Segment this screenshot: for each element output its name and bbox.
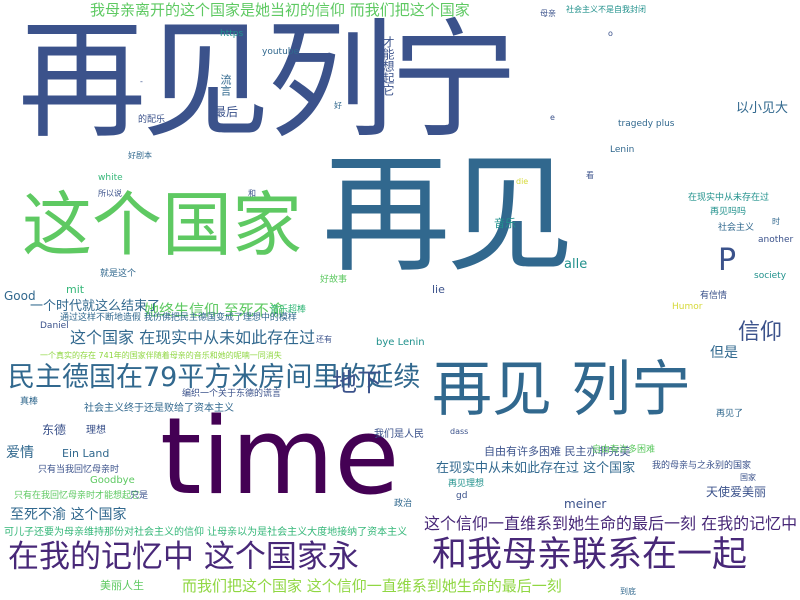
word: alle xyxy=(564,257,588,272)
word: die xyxy=(516,177,529,186)
word: 才能想起它 xyxy=(381,36,395,96)
word: 音乐 xyxy=(494,217,516,230)
word: meiner xyxy=(564,497,607,511)
word: 可儿子还要为母亲维持那份对社会主义的信仰 让母亲以为是社会主义大度地接纳了资本主… xyxy=(4,527,408,538)
word: 有信情 xyxy=(700,291,728,301)
word: 社会主义 xyxy=(718,223,755,233)
word: 只有当我回忆母亲时 xyxy=(38,465,120,475)
word: o xyxy=(608,29,613,38)
word: 以小见大 xyxy=(736,101,789,116)
word: mit xyxy=(66,283,85,296)
word: 好剧本 xyxy=(128,151,152,160)
word: 政治 xyxy=(394,499,413,509)
word: society xyxy=(754,271,787,281)
word: Humor xyxy=(672,302,703,312)
word: white xyxy=(98,173,123,183)
word: P xyxy=(718,243,737,278)
word: 自由有许多困难 xyxy=(592,445,656,455)
word: bye Lenin xyxy=(376,337,425,348)
word: gd xyxy=(456,491,468,501)
word: time xyxy=(160,395,400,518)
word: 自由有许多困难 民主亦非完美 xyxy=(484,445,631,458)
word: 所以说 xyxy=(98,189,122,198)
word: 再见理想 xyxy=(448,479,485,489)
word: 到底 xyxy=(620,587,636,596)
word: 在现实中从未如此存在过 这个国家 xyxy=(436,461,636,476)
word: lie xyxy=(432,283,445,296)
word: 天使爱美丽 xyxy=(706,485,767,499)
word: 这个国家 xyxy=(22,184,302,266)
word: e xyxy=(550,113,555,122)
word: 再见 列宁 xyxy=(432,355,692,425)
word: 社会主义终于还是败给了资本主义 xyxy=(84,403,234,414)
word: 再见 xyxy=(322,141,574,290)
word: 理想 xyxy=(86,425,106,436)
word: 的配乐 xyxy=(138,115,166,125)
word: 和 xyxy=(248,189,256,198)
word: 东德 xyxy=(42,423,67,437)
word: 我们是人民 xyxy=(374,429,424,440)
word: Good xyxy=(4,289,36,303)
word: 编织一个关于东德的谎言 xyxy=(182,389,282,399)
word: 真棒 xyxy=(20,397,39,407)
word: 我母亲离开的这个国家是她当初的信仰 而我们把这个国家 xyxy=(90,1,470,19)
word: Ein Land xyxy=(62,447,110,460)
word: 只有在我回忆母亲时才能想起它 xyxy=(14,491,141,501)
word: 至死不渝 这个国家 xyxy=(10,507,127,523)
word: 我的母亲与之永别的国家 xyxy=(652,461,752,471)
word: 美丽人生 xyxy=(100,579,144,592)
word: 信仰 xyxy=(738,320,783,345)
word: - xyxy=(140,77,143,86)
word: 但是 xyxy=(710,345,738,361)
word: 看 xyxy=(586,171,594,180)
word: 在我的记忆中 这个国家永 xyxy=(8,539,359,575)
word: 社会主义不是自我封闭 xyxy=(566,5,646,14)
word: 就是这个 xyxy=(100,269,137,279)
word: another xyxy=(758,235,794,245)
word: 爱情 xyxy=(6,445,34,461)
word: 再见了 xyxy=(716,409,744,419)
word: 流言 xyxy=(219,74,232,96)
word: 一个时代就这么结束了 xyxy=(30,299,161,314)
word: 好故事 xyxy=(320,275,348,285)
word: 再见吗吗 xyxy=(710,207,747,217)
word: 一个真实的存在 741年的国家伴随着母亲的音乐和她的呢喃一同消失 xyxy=(40,351,282,360)
word: 好 xyxy=(334,101,342,110)
word: 音乐超棒 xyxy=(270,305,307,315)
word: 最后 xyxy=(214,105,239,119)
word: 时 xyxy=(772,217,780,226)
word: 这个国家 在现实中从未如此存在过 xyxy=(70,328,316,347)
word: Lenin xyxy=(610,145,635,155)
word: Goodbye xyxy=(90,475,135,486)
word: 她终生信仰 至死不渝 xyxy=(144,301,284,319)
word: 在现实中从未存在过 xyxy=(688,193,770,203)
word: 这个信仰一直维系到她生命的最后一刻 在我的记忆中 xyxy=(424,514,798,533)
word: 还有 xyxy=(316,335,332,344)
word: 只是 xyxy=(130,491,149,501)
word: tragedy plus xyxy=(618,119,675,129)
word: 母亲 xyxy=(540,9,556,18)
word: 民主德国在79平方米房间里的延续 xyxy=(8,362,421,393)
word: 再见列宁 xyxy=(18,7,518,156)
word: youtube xyxy=(262,47,300,57)
word: 地下 xyxy=(332,368,383,397)
word: 通过这样不断地造假 我仿佛把民主德国变成了理想中的模样 xyxy=(60,313,297,323)
word: https xyxy=(220,29,244,39)
word: 国家 xyxy=(740,473,756,482)
word: dass xyxy=(450,427,469,436)
word: 而我们把这个国家 这个信仰一直维系到她生命的最后一刻 xyxy=(182,577,562,595)
word: 和我母亲联系在一起 xyxy=(432,535,748,575)
word: Daniel xyxy=(40,321,69,331)
